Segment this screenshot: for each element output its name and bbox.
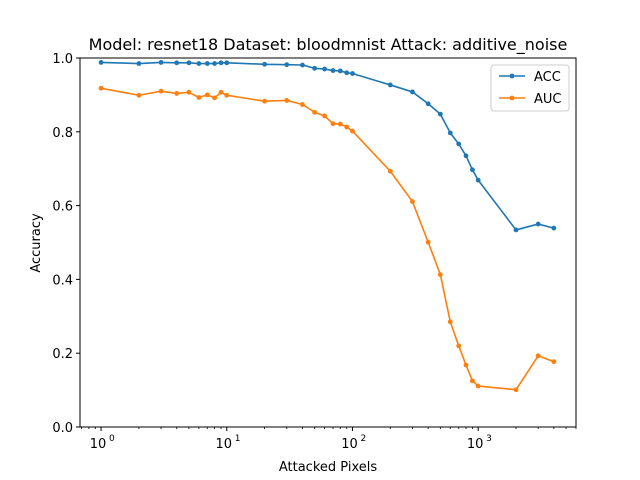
data-point-auc [463, 362, 469, 368]
data-point-auc [322, 113, 327, 119]
data-point-acc [350, 71, 355, 76]
data-point-acc [158, 60, 164, 65]
data-point-acc [322, 66, 327, 72]
x-tick-exponent: 2 [360, 434, 366, 444]
y-tick-label: 0.8 [52, 126, 73, 141]
x-tick-exponent: 3 [486, 434, 492, 444]
y-axis-label: Accuracy [29, 213, 44, 273]
data-point-acc [312, 65, 318, 71]
data-point-acc [535, 221, 541, 227]
legend-label-auc: AUC [534, 92, 562, 107]
data-point-auc [410, 199, 415, 204]
data-point-auc [337, 121, 343, 127]
plot-frame [79, 57, 577, 428]
data-point-auc [387, 168, 393, 174]
data-point-acc [300, 62, 305, 68]
data-point-acc [204, 61, 210, 66]
x-tick-label: 10 [90, 437, 107, 452]
y-tick-label: 0.4 [52, 273, 73, 288]
series-layer [98, 60, 557, 393]
data-point-auc [312, 109, 318, 115]
y-tick-label: 1.0 [52, 52, 73, 67]
data-point-auc [204, 92, 210, 98]
data-point-auc [136, 92, 142, 98]
data-point-acc [470, 167, 475, 173]
data-point-auc [456, 343, 462, 349]
data-point-acc [551, 225, 557, 231]
data-point-acc [344, 70, 350, 76]
data-point-acc [330, 68, 336, 73]
data-point-auc [98, 85, 104, 91]
data-point-acc [437, 111, 443, 117]
data-point-acc [284, 62, 290, 68]
data-point-auc [284, 98, 290, 103]
x-axis-label: Attacked Pixels [279, 460, 377, 475]
data-point-acc [196, 61, 202, 66]
x-tick-label: 10 [215, 437, 232, 452]
data-point-acc [212, 61, 217, 66]
data-point-auc [174, 91, 180, 96]
x-tick-label: 10 [341, 437, 358, 452]
data-point-auc [513, 387, 519, 393]
data-point-acc [337, 68, 343, 74]
x-tick-exponent: 1 [235, 434, 241, 444]
data-point-auc [551, 359, 557, 365]
y-axis-ticks: 0.0 0.2 0.4 0.6 0.8 1.0 [52, 52, 80, 436]
data-point-acc [98, 60, 104, 65]
data-point-auc [218, 89, 224, 95]
data-point-auc [350, 128, 355, 134]
data-point-acc [475, 177, 481, 183]
data-point-auc [262, 98, 268, 104]
data-point-auc [212, 95, 217, 101]
data-point-auc [425, 239, 431, 245]
x-tick-label: 10 [467, 437, 484, 452]
data-point-acc [136, 61, 142, 66]
data-point-auc [437, 272, 443, 278]
data-point-acc [513, 227, 519, 233]
x-axis-ticks: 10 0 10 1 10 2 10 3 [81, 427, 577, 452]
legend-swatch-marker-auc [509, 95, 515, 101]
y-tick-label: 0.2 [52, 347, 73, 362]
data-point-auc [475, 383, 481, 389]
data-point-acc [174, 60, 180, 66]
data-point-acc [447, 130, 453, 136]
data-point-acc [410, 89, 415, 95]
data-point-auc [447, 319, 453, 325]
data-point-acc [262, 61, 268, 67]
data-point-acc [387, 82, 393, 88]
chart-title: Model: resnet18 Dataset: bloodmnist Atta… [89, 35, 568, 55]
legend-label-acc: ACC [534, 70, 561, 85]
data-point-auc [470, 378, 475, 384]
data-point-auc [158, 88, 164, 94]
data-point-auc [224, 92, 230, 98]
y-tick-label: 0.6 [52, 200, 73, 215]
data-point-auc [186, 89, 192, 95]
y-tick-label: 0.0 [52, 421, 73, 436]
data-point-auc [196, 95, 202, 100]
data-point-auc [344, 124, 350, 130]
data-point-auc [330, 121, 336, 127]
data-point-auc [300, 102, 305, 107]
data-point-acc [224, 60, 230, 66]
data-point-acc [218, 60, 224, 66]
data-point-acc [463, 153, 469, 159]
legend-swatch-marker-acc [509, 73, 515, 79]
data-point-acc [425, 101, 431, 107]
data-point-auc [535, 353, 541, 359]
legend: ACC AUC [490, 64, 570, 112]
data-point-acc [186, 60, 192, 66]
data-point-acc [456, 141, 462, 147]
x-tick-exponent: 0 [109, 434, 115, 444]
